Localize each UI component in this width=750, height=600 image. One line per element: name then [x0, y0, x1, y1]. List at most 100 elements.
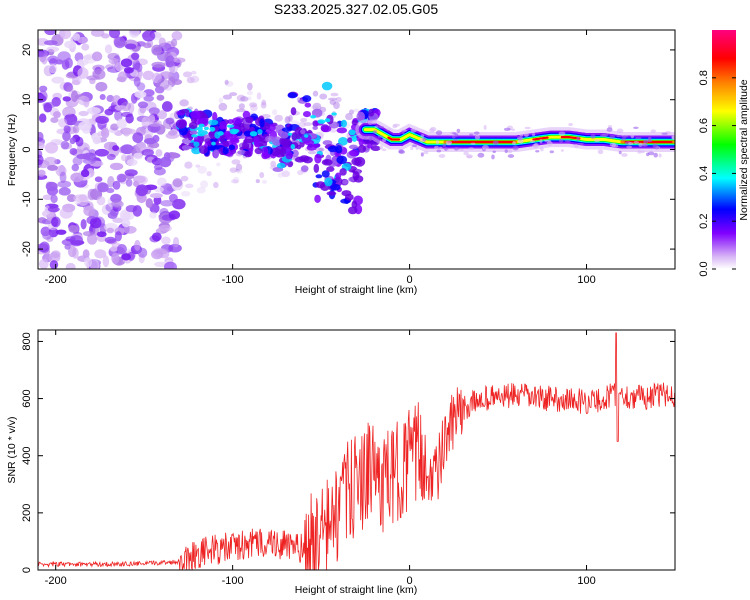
spectrogram-blob: [44, 30, 57, 36]
spectrogram-blob: [75, 136, 84, 147]
spectrogram-blob: [287, 132, 293, 136]
spectrogram-blob: [114, 61, 124, 72]
spectrogram-blob: [38, 258, 49, 269]
spectrogram-blob: [116, 173, 127, 183]
spectrogram-blob: [39, 241, 50, 253]
spectrogram-blob: [179, 99, 189, 107]
spectrogram-blob: [190, 110, 201, 119]
spectrogram-blob: [120, 144, 134, 155]
spectrogram-blob: [38, 141, 45, 150]
spectrogram-blob: [491, 154, 495, 160]
spectrogram-blob: [58, 118, 68, 128]
spectrogram-blob: [410, 128, 417, 133]
spectrogram-blob: [142, 30, 156, 42]
spectrogram-blob: [59, 207, 73, 219]
snr-series-line: [38, 332, 675, 570]
spectrogram-blob: [68, 225, 79, 233]
spectrogram-blob: [374, 125, 379, 128]
colorbar-tick-label: 0.6: [698, 118, 710, 133]
spectrogram-blob: [482, 144, 489, 150]
spectrogram-blob: [156, 94, 165, 101]
spectrogram-blob: [96, 231, 107, 238]
spectrogram-blob: [71, 79, 81, 86]
spectrogram-blob: [524, 126, 531, 130]
spectrogram-blob: [125, 43, 137, 50]
spectrogram-blob: [229, 92, 238, 97]
chart-title: S233.2025.327.02.05.G05: [274, 1, 438, 17]
spectrogram-image: [38, 30, 675, 269]
spectrogram-blob: [401, 130, 405, 135]
spectrogram-blob: [69, 137, 76, 145]
spectrogram-blob: [319, 93, 328, 100]
spectrogram-blob: [184, 161, 193, 169]
spectrogram-blob: [53, 111, 61, 119]
spectrogram-blob: [226, 124, 235, 128]
spectrogram-blob: [193, 135, 202, 144]
spectrogram-blob: [156, 177, 167, 187]
spectrogram-blob: [300, 117, 308, 123]
spectrogram-blob: [153, 167, 166, 176]
spectrogram-blob: [171, 78, 183, 86]
spectrogram-blob: [504, 149, 508, 154]
spectrogram-blob: [209, 144, 220, 151]
spectrogram-blob: [254, 147, 263, 155]
spectrogram-blob: [285, 151, 293, 160]
spectrogram-blob: [442, 143, 447, 148]
spectrogram-blob: [208, 119, 219, 126]
spectrogram-blob: [193, 141, 200, 148]
spectrogram-blob: [141, 148, 154, 157]
spectrogram-blob: [322, 140, 333, 146]
spectrogram-blob: [652, 143, 658, 148]
spectrogram-blob: [47, 206, 60, 213]
spectrogram-blob: [618, 150, 622, 155]
spectrogram-blob: [336, 155, 348, 165]
spectrogram-blob: [107, 175, 115, 188]
spectrogram-blob: [78, 121, 92, 131]
spectrogram-blob: [594, 139, 601, 143]
spectrogram-blob: [324, 177, 333, 187]
y-tick-label: 400: [21, 447, 33, 465]
spectrogram-blob: [161, 101, 173, 112]
spectrogram-blob: [512, 141, 516, 145]
spectrogram-blob: [107, 211, 118, 219]
spectrogram-blob: [80, 169, 90, 178]
spectrogram-blob: [291, 149, 299, 158]
spectrogram-blob: [218, 124, 226, 130]
spectrogram-blob: [148, 114, 156, 124]
spectrogram-blob: [38, 154, 44, 166]
spectrogram-blob: [321, 125, 332, 133]
colorbar-gradient: [712, 30, 736, 269]
y-tick-label: -20: [21, 241, 33, 257]
spectrogram-blob: [62, 108, 75, 115]
spectrogram-blob: [256, 92, 262, 100]
spectrogram-blob: [104, 44, 113, 54]
spectrogram-blob: [57, 180, 72, 188]
spectrogram-blob: [321, 159, 333, 166]
spectrogram-blob: [274, 114, 283, 122]
spectrogram-blob: [100, 127, 110, 139]
snr-frame: [37, 329, 676, 571]
spectrogram-blob: [38, 169, 46, 177]
y-tick-label: 0: [21, 146, 33, 152]
spectrogram-blob: [348, 144, 358, 150]
spectrogram-blob: [262, 179, 267, 184]
spectrogram-blob: [224, 79, 229, 85]
spectrogram-blob: [420, 134, 425, 138]
spectrogram-blob: [529, 139, 536, 143]
spectrogram-blob: [257, 128, 263, 135]
spectrogram-blob: [135, 184, 149, 197]
spectrogram-blob: [116, 244, 127, 254]
spectrogram-blob: [646, 138, 653, 143]
spectrogram-blob: [106, 227, 114, 234]
spectrogram-blob: [102, 255, 110, 268]
spectrogram-blob: [69, 147, 78, 156]
spectrogram-blob: [326, 191, 337, 196]
spectrogram-blob: [55, 229, 67, 235]
spectrogram-blob: [128, 30, 140, 38]
spectrogram-blob: [379, 145, 383, 150]
spectrogram-blob: [197, 133, 205, 137]
spectrogram-blob: [335, 172, 342, 180]
spectrogram-blob: [151, 249, 164, 260]
spectrogram-blob: [315, 174, 323, 179]
